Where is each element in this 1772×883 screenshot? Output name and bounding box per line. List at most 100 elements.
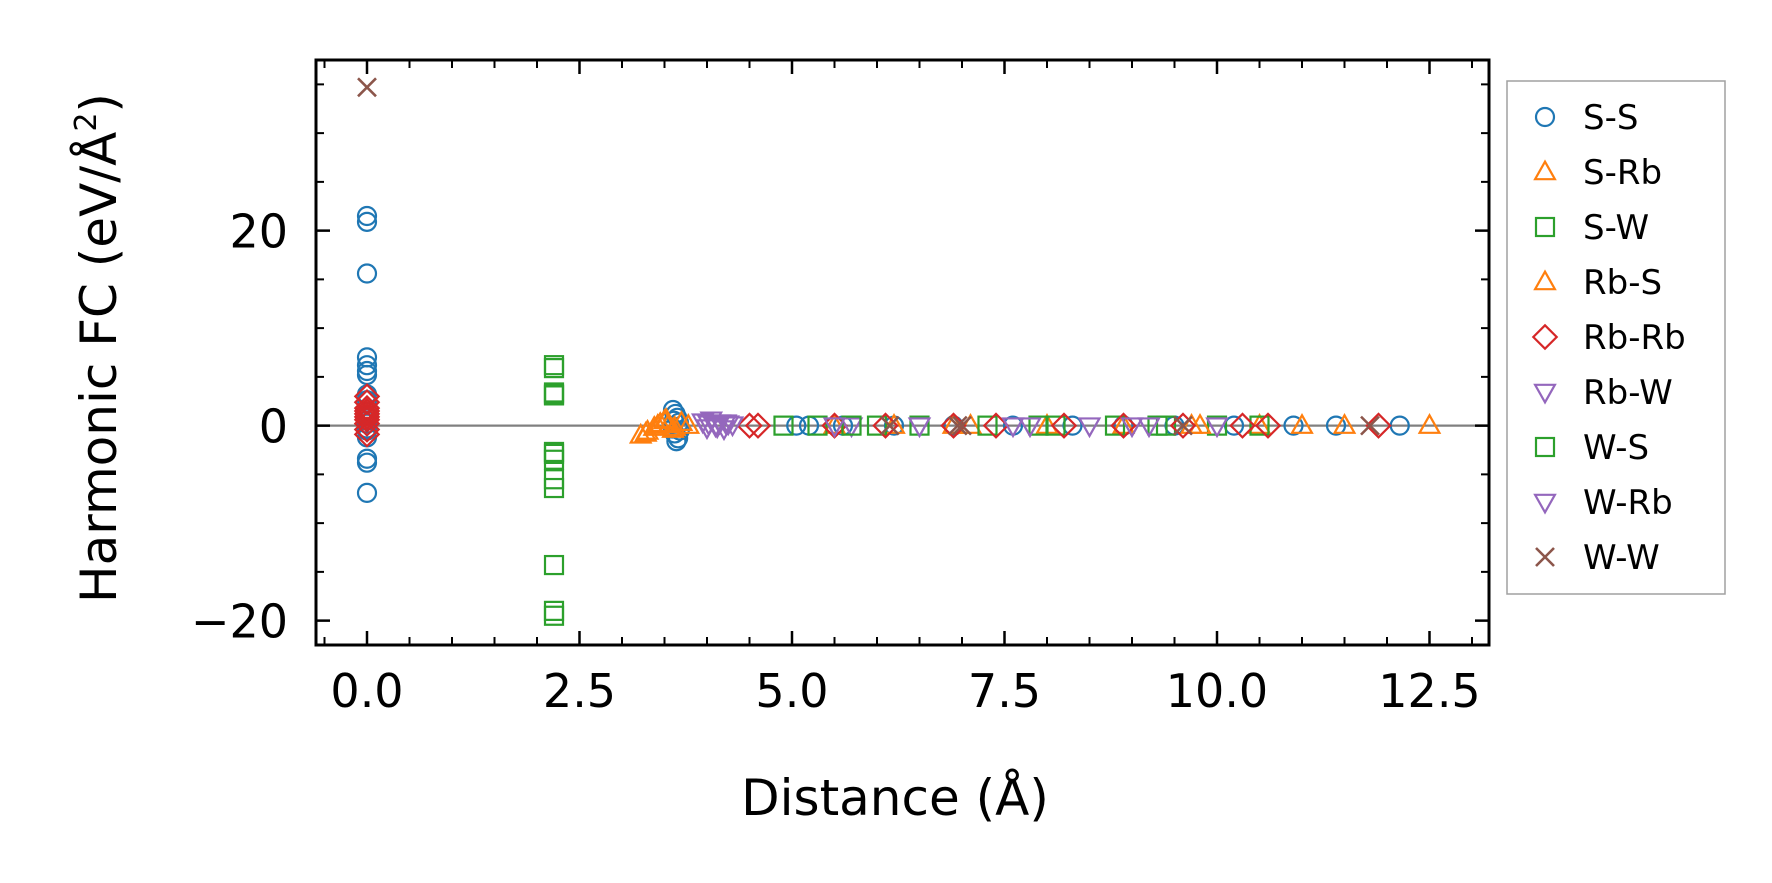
- legend: S-S S-Rb S-W Rb-S Rb-Rb Rb-W W-S W-Rb W-W: [1506, 80, 1726, 595]
- y-axis-label-superscript: 2: [69, 113, 104, 132]
- plot-frame: [314, 58, 1491, 647]
- data-point: [1360, 415, 1380, 436]
- data-point: [353, 421, 381, 448]
- x-tick-label: 12.5: [1378, 664, 1480, 718]
- data-point: [773, 415, 794, 436]
- series-s-w: [543, 355, 1270, 626]
- legend-marker-w-s: [1534, 436, 1556, 458]
- data-point: [543, 449, 565, 470]
- data-point: [543, 443, 565, 464]
- x-tick-label: 7.5: [968, 664, 1041, 718]
- data-point: [1229, 412, 1256, 439]
- legend-label-w-rb: W-Rb: [1583, 483, 1673, 523]
- data-point: [952, 415, 972, 436]
- data-point: [1173, 415, 1193, 436]
- y-axis-label-main: Harmonic FC (eV/Å: [70, 132, 128, 603]
- data-point: [1205, 417, 1229, 439]
- x-tick-label: 0.0: [330, 664, 403, 718]
- data-point: [1050, 412, 1078, 439]
- y-axis-label-close: ): [70, 93, 128, 113]
- data-point: [1120, 417, 1144, 439]
- data-point: [786, 415, 807, 436]
- data-point: [543, 358, 565, 379]
- data-point: [1254, 412, 1282, 439]
- data-point: [1001, 417, 1025, 439]
- y-tick-label: −20: [191, 595, 288, 649]
- data-point: [356, 211, 378, 232]
- data-point: [1110, 412, 1137, 439]
- frame-layer: 0.0 2.5 5.0 7.5 10.0 12.5 −20 0 20: [191, 58, 1491, 718]
- data-point: [676, 413, 701, 434]
- legend-marker-s-s: [1534, 106, 1556, 128]
- data-point: [720, 416, 745, 438]
- data-point: [356, 452, 378, 473]
- data-point: [356, 448, 378, 469]
- series-w-w: [357, 77, 1380, 436]
- data-point: [1028, 415, 1049, 436]
- legend-label-s-rb: S-Rb: [1583, 153, 1662, 193]
- data-point: [356, 355, 378, 376]
- data-point: [1188, 413, 1212, 434]
- legend-marker-w-w: [1535, 547, 1555, 567]
- data-point: [1283, 415, 1304, 436]
- data-point: [879, 415, 900, 436]
- data-point: [736, 412, 763, 439]
- data-point: [822, 417, 847, 439]
- data-point: [1104, 415, 1126, 436]
- legend-marker-s-w: [1534, 216, 1556, 238]
- legend-label-rb-s: Rb-S: [1583, 263, 1662, 303]
- y-tick-label: 20: [229, 205, 288, 259]
- data-point: [1290, 413, 1314, 434]
- legend-marker-rb-w: [1533, 383, 1557, 405]
- data-point: [947, 415, 968, 436]
- legend-label-w-w: W-W: [1583, 538, 1660, 578]
- data-point: [353, 394, 381, 422]
- legend-marker-rb-s: [1533, 269, 1557, 291]
- legend-label-s-s: S-S: [1583, 98, 1638, 138]
- data-point: [353, 403, 381, 431]
- series-rb-rb: [353, 383, 1392, 448]
- data-point: [353, 397, 381, 425]
- data-point: [357, 77, 377, 98]
- data-point: [1169, 412, 1197, 439]
- x-tick-label: 10.0: [1166, 664, 1268, 718]
- x-tick-label: 2.5: [543, 664, 616, 718]
- data-point: [866, 415, 888, 436]
- legend-marker-rb-rb: [1531, 323, 1559, 351]
- legend-label-w-s: W-S: [1583, 428, 1649, 468]
- data-point: [713, 414, 738, 436]
- data-point: [1147, 415, 1168, 436]
- data-point: [1137, 417, 1161, 439]
- series-rb-s: [634, 407, 1212, 442]
- data-point: [543, 554, 565, 576]
- series-w-rb: [696, 414, 1229, 440]
- data-point: [841, 415, 862, 436]
- legend-label-rb-rb: Rb-Rb: [1583, 318, 1686, 358]
- data-layer: [353, 77, 1442, 626]
- legend-label-s-w: S-W: [1583, 208, 1649, 248]
- data-point: [822, 413, 847, 434]
- data-point: [977, 415, 998, 436]
- data-point: [1077, 417, 1102, 439]
- data-point: [1417, 413, 1442, 434]
- legend-label-rb-w: Rb-W: [1583, 373, 1673, 413]
- data-point: [1247, 413, 1272, 434]
- data-point: [353, 388, 381, 416]
- data-point: [1249, 415, 1270, 436]
- data-point: [353, 416, 381, 443]
- data-point: [356, 263, 378, 284]
- data-point: [744, 412, 772, 439]
- data-point: [654, 407, 678, 429]
- legend-marker-s-rb: [1533, 159, 1557, 181]
- data-point: [356, 205, 378, 227]
- data-point: [356, 482, 378, 503]
- data-point: [807, 415, 828, 436]
- x-tick-label: 5.0: [755, 664, 828, 718]
- data-point: [1018, 417, 1042, 439]
- y-axis-label: Harmonic FC (eV/Å2): [69, 93, 128, 603]
- data-point: [543, 605, 565, 626]
- series-s-s: [356, 205, 1410, 503]
- legend-marker-w-rb: [1533, 493, 1557, 515]
- data-point: [1325, 415, 1347, 436]
- data-point: [662, 414, 687, 436]
